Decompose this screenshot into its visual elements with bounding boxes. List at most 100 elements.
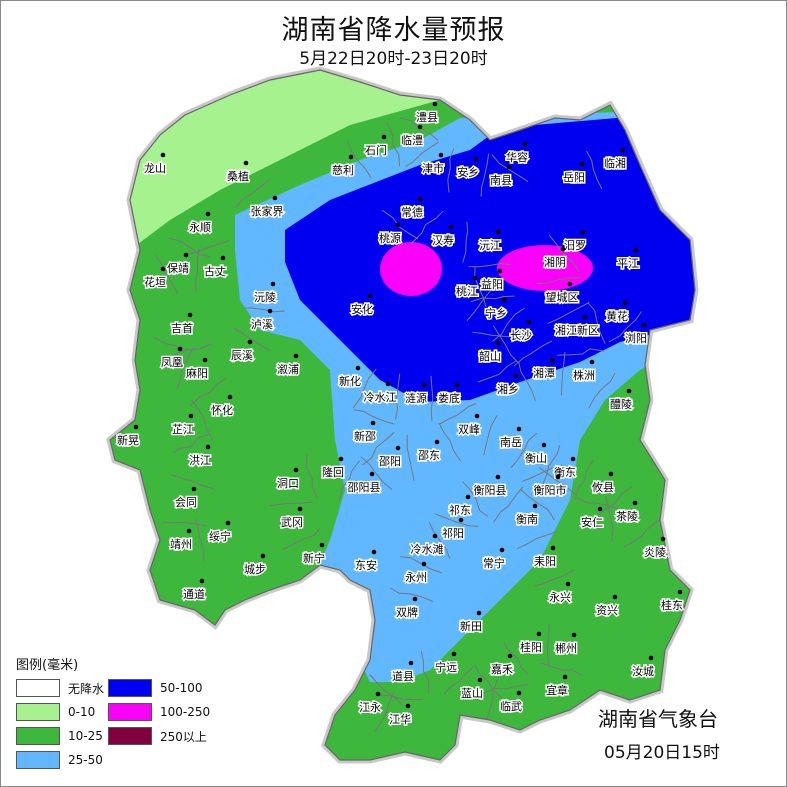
city-dot (371, 549, 377, 555)
legend-item: 25-50 (16, 751, 108, 769)
county-borders (153, 117, 661, 732)
city-label: 桑植 (227, 169, 249, 183)
city-dot (541, 442, 547, 448)
city-label: 祁阳 (442, 526, 464, 540)
city-dot (270, 281, 276, 287)
city-label: 南岳 (500, 436, 522, 449)
city-dot (191, 486, 197, 492)
city-dot (495, 474, 501, 480)
city-label: 安仁 (581, 515, 603, 529)
county-border (540, 662, 582, 676)
city-label: 邵阳县 (348, 481, 381, 494)
city-dot (648, 655, 654, 661)
city-label: 吉首 (171, 321, 193, 335)
city-label: 永州 (405, 570, 427, 584)
city-dot (395, 222, 401, 228)
city-dot (495, 340, 501, 346)
county-border (400, 556, 443, 574)
county-border (541, 444, 561, 486)
legend-label: 无降水 (68, 681, 105, 696)
city-label: 祁东 (449, 503, 471, 517)
city-dot (225, 520, 231, 526)
city-dot (567, 281, 573, 287)
zone-100-250-east (497, 245, 593, 291)
city-dot (565, 581, 571, 587)
county-border (474, 664, 503, 699)
county-border (190, 378, 227, 406)
city-label: 溆浦 (277, 362, 299, 376)
city-label: 澧县 (416, 110, 438, 124)
city-label: 新化 (339, 374, 361, 388)
legend-item: 10-25 (16, 727, 108, 745)
city-label: 张家界 (251, 204, 284, 218)
county-border (434, 513, 479, 527)
county-border (353, 409, 395, 425)
legend-swatch (108, 727, 152, 745)
county-border (480, 153, 490, 197)
county-border (439, 402, 477, 425)
city-dot (177, 346, 183, 352)
city-dot (417, 196, 423, 202)
city-label: 绥宁 (209, 529, 231, 543)
legend-item: 0-10 (16, 703, 108, 721)
city-label: 宁乡 (485, 306, 507, 320)
county-border (466, 283, 495, 321)
city-dot (641, 322, 647, 328)
county-border (536, 276, 580, 284)
legend-label: 100-250 (160, 705, 211, 719)
city-dot (375, 691, 381, 697)
county-border (194, 518, 205, 562)
legend-swatch (108, 679, 152, 697)
city-dot (448, 224, 454, 230)
city-label: 麻阳 (186, 366, 208, 380)
city-dot (385, 381, 391, 387)
county-border (586, 150, 603, 190)
city-dot (187, 312, 193, 318)
county-border (483, 683, 529, 695)
city-label: 隆回 (322, 465, 344, 479)
map-subtitle: 5月22日20时-23日20时 (299, 49, 488, 69)
county-border (533, 569, 575, 587)
city-label: 娄底 (438, 391, 460, 405)
county-border (420, 651, 430, 695)
legend: 图例(毫米) 无降水 50-100 0-10 100-250 10-25 250以上 25-… (16, 654, 218, 769)
city-label: 冷水江 (364, 391, 397, 404)
city-dot (395, 445, 401, 451)
city-dot (473, 156, 479, 162)
legend-swatch (16, 727, 60, 745)
county-border (470, 295, 515, 303)
city-dot (243, 160, 249, 166)
county-border (168, 237, 210, 257)
county-border (305, 454, 318, 499)
city-dot (562, 674, 568, 680)
city-label: 长沙 (510, 329, 532, 342)
city-dot (597, 506, 603, 512)
city-label: 邵东 (418, 449, 440, 462)
legend-label: 25-50 (68, 753, 103, 767)
city-label: 芷江 (172, 423, 194, 436)
county-border (605, 495, 614, 542)
county-border (518, 361, 536, 401)
city-label: 郴州 (555, 641, 577, 655)
city-label: 怀化 (211, 403, 233, 417)
city-dot (472, 275, 478, 281)
city-label: 汉寿 (432, 233, 454, 247)
city-label: 洞口 (277, 477, 299, 490)
city-label: 新田 (460, 619, 482, 633)
city-label: 衡南 (516, 513, 538, 526)
city-label: 双牌 (396, 605, 418, 619)
city-label: 龙山 (144, 162, 166, 175)
city-dot (582, 314, 588, 320)
city-label: 新晃 (117, 433, 139, 447)
city-dot (355, 365, 361, 371)
city-label: 沅江 (479, 239, 501, 252)
county-border (492, 307, 525, 342)
county-border (608, 311, 642, 343)
city-label: 浏阳 (625, 331, 647, 345)
city-dot (522, 141, 528, 147)
city-label: 永兴 (549, 590, 571, 604)
county-border (169, 343, 212, 358)
city-dot (272, 195, 278, 201)
city-dot (677, 589, 683, 595)
